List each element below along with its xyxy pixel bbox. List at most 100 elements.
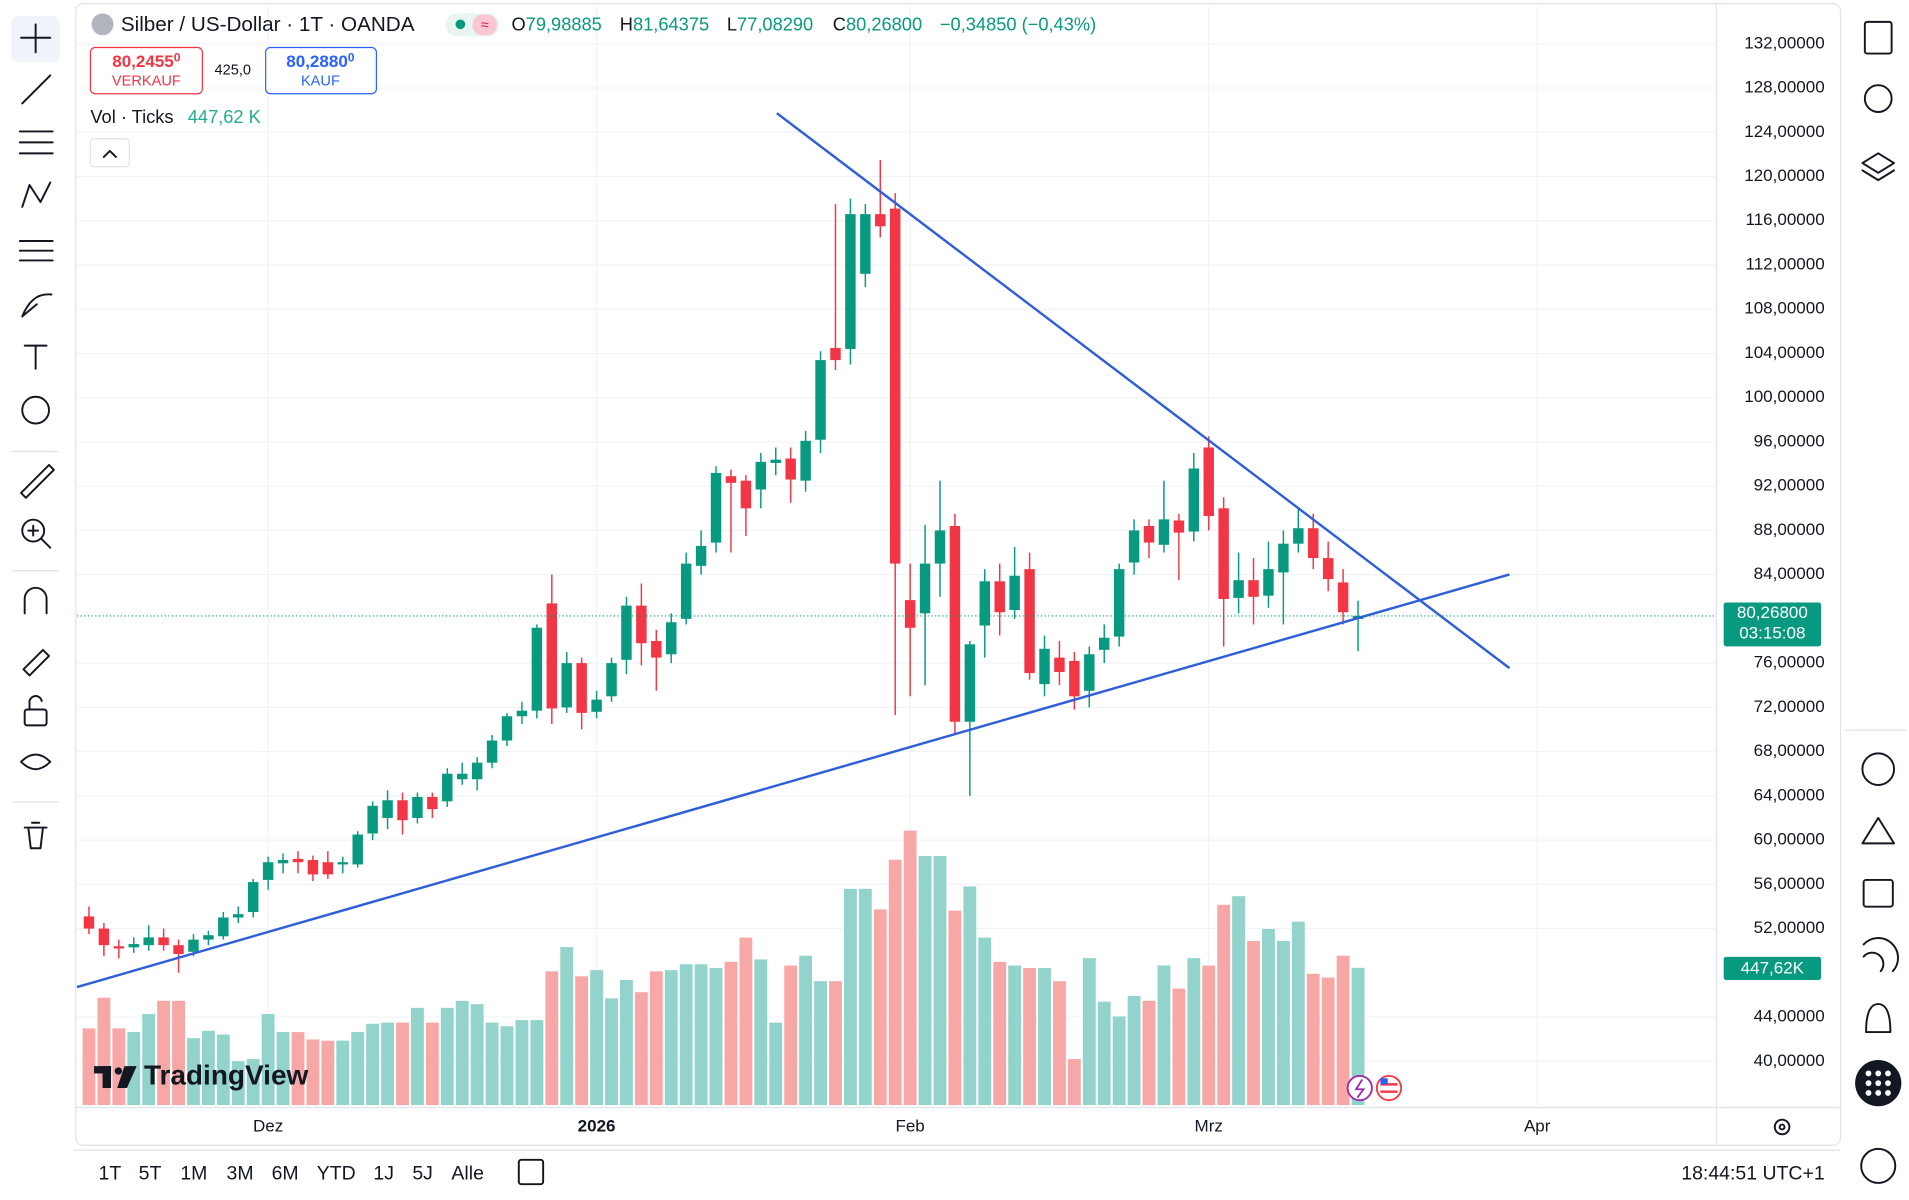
- sell-price: 80,24550: [112, 51, 181, 71]
- settings-icon-center: [1778, 1123, 1786, 1131]
- candle-body: [949, 525, 961, 722]
- timeframe-button[interactable]: Alle: [451, 1163, 483, 1185]
- logo-stem: [102, 1066, 112, 1089]
- clock[interactable]: 18:44:51 UTC+1: [1681, 1163, 1824, 1185]
- apps-dot: [1865, 1089, 1872, 1096]
- y-tick-label: 124,00000: [1744, 122, 1824, 141]
- event-badge[interactable]: [1346, 1074, 1373, 1102]
- y-tick-label: 44,00000: [1754, 1007, 1825, 1026]
- tool-text[interactable]: [23, 344, 48, 370]
- volume-bar: [1038, 967, 1051, 1106]
- collapse-button[interactable]: [89, 138, 130, 168]
- settings-icon[interactable]: [1773, 1118, 1791, 1136]
- volume-bars: [82, 830, 1365, 1106]
- tool-lock-drawings[interactable]: [22, 648, 50, 677]
- candle-body: [397, 800, 408, 821]
- timeframe-button[interactable]: 5J: [412, 1163, 433, 1185]
- alerts-icon[interactable]: [1863, 84, 1893, 113]
- hotlist-icon[interactable]: [1861, 752, 1896, 786]
- volume-bar: [888, 859, 902, 1106]
- candle-body: [531, 627, 543, 711]
- timeframe-button[interactable]: 1M: [180, 1163, 207, 1185]
- tool-delete[interactable]: [23, 821, 48, 850]
- volume-bar: [1172, 988, 1186, 1106]
- candle-body: [546, 603, 558, 709]
- ohlc-key: C: [833, 13, 846, 34]
- sell-price-main: 80,2455: [112, 52, 174, 71]
- timeframe-button[interactable]: 5T: [139, 1163, 162, 1185]
- volume-bar: [425, 1022, 439, 1106]
- volume-bar: [1127, 995, 1141, 1106]
- volume-bar: [1336, 955, 1350, 1106]
- sell-button[interactable]: [89, 46, 203, 95]
- tool-trendline[interactable]: [21, 74, 52, 105]
- timeframe-button[interactable]: 1T: [99, 1163, 122, 1185]
- candle-body: [875, 214, 886, 227]
- tool-lock[interactable]: [23, 708, 48, 727]
- symbol-title[interactable]: Silber / US-Dollar · 1T · OANDA: [121, 13, 415, 36]
- ohlc-key: H: [620, 13, 633, 34]
- volume-bar: [933, 856, 947, 1106]
- volume-bar: [1067, 1059, 1081, 1106]
- candle-body: [382, 800, 393, 818]
- help-icon[interactable]: [1860, 1147, 1897, 1184]
- candle-body: [1098, 637, 1110, 650]
- candle-body: [666, 622, 677, 655]
- y-tick-label: 128,00000: [1744, 78, 1824, 97]
- volume-bar: [1202, 965, 1216, 1106]
- timeframe-button[interactable]: 6M: [272, 1163, 299, 1185]
- tool-fib[interactable]: [18, 130, 54, 155]
- spread: 425,0: [215, 62, 252, 78]
- candle-body: [442, 773, 453, 802]
- calendar-icon[interactable]: [1862, 878, 1894, 908]
- ideas-icon[interactable]: [1861, 816, 1896, 845]
- candle-body: [1039, 648, 1050, 685]
- volume-bar: [918, 856, 932, 1106]
- watchlist-icon[interactable]: [1863, 20, 1893, 55]
- date-range-icon[interactable]: [517, 1158, 545, 1186]
- candle-body: [307, 859, 319, 875]
- candle-body: [501, 716, 513, 741]
- timeframe-button[interactable]: YTD: [317, 1163, 356, 1185]
- candle-body: [262, 862, 274, 880]
- last-volume-label: 447,62K: [1741, 959, 1805, 978]
- sell-label: VERKAUF: [112, 73, 181, 89]
- trendline-lower[interactable]: [76, 573, 1510, 989]
- y-tick-label: 56,00000: [1754, 874, 1825, 893]
- layers-icon[interactable]: [1861, 152, 1896, 182]
- tool-magnet[interactable]: [23, 586, 48, 615]
- volume-bar: [620, 979, 633, 1106]
- candle-body: [904, 600, 916, 628]
- y-tick-label: 120,00000: [1744, 166, 1824, 185]
- left-toolbar: [11, 15, 60, 850]
- tool-ruler[interactable]: [20, 463, 55, 499]
- volume-bar: [1276, 940, 1290, 1106]
- y-tick-label: 112,00000: [1746, 254, 1825, 273]
- market-open-dot: [455, 19, 466, 30]
- tool-forecast[interactable]: [18, 240, 54, 262]
- y-tick-label: 40,00000: [1754, 1051, 1825, 1070]
- volume-bar: [172, 1000, 185, 1106]
- candle-body: [800, 440, 811, 481]
- tool-brush[interactable]: [21, 293, 53, 318]
- symbol-icon: [91, 13, 114, 36]
- ohlc-value: 79,98885: [526, 13, 602, 34]
- y-tick-label: 52,00000: [1754, 918, 1825, 937]
- tool-emoji[interactable]: [21, 395, 50, 425]
- tool-hide[interactable]: [20, 753, 52, 771]
- volume-bar: [978, 937, 992, 1106]
- notifications-icon[interactable]: [1865, 1003, 1892, 1034]
- tool-zoom[interactable]: [21, 518, 46, 543]
- volume-bar: [82, 1028, 96, 1106]
- volume-bar: [216, 1034, 230, 1106]
- volume-bar: [560, 947, 574, 1106]
- stream-icon[interactable]: [1862, 937, 1900, 973]
- volume-bar: [1232, 896, 1246, 1106]
- buy-button[interactable]: [265, 46, 378, 95]
- timeframe-button[interactable]: 1J: [373, 1163, 394, 1185]
- timeframe-button[interactable]: 3M: [227, 1163, 254, 1185]
- tool-pattern[interactable]: [21, 181, 52, 208]
- tool-crosshair[interactable]: [20, 23, 52, 54]
- trendline-upper[interactable]: [776, 112, 1511, 670]
- candle-body: [755, 461, 767, 490]
